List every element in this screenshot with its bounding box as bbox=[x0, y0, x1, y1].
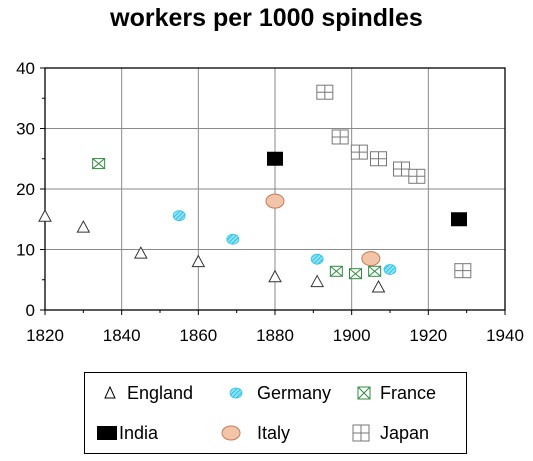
data-point-france bbox=[349, 268, 362, 280]
data-point-japan bbox=[454, 263, 472, 279]
series-italy bbox=[265, 193, 381, 267]
data-point-germany bbox=[172, 210, 186, 222]
x-tick-label: 1920 bbox=[409, 326, 447, 345]
data-point-france bbox=[368, 265, 382, 277]
data-point-england bbox=[76, 220, 91, 233]
legend: England Germany France India Italy Ja bbox=[84, 372, 467, 454]
series-japan bbox=[316, 84, 472, 279]
x-tick-label: 1840 bbox=[103, 326, 141, 345]
series-germany bbox=[172, 210, 397, 275]
x-tick-label: 1940 bbox=[486, 326, 524, 345]
legend-item-england: England bbox=[99, 380, 193, 406]
data-point-germany bbox=[383, 264, 397, 275]
legend-label-japan: Japan bbox=[380, 422, 430, 443]
legend-label-italy: Italy bbox=[257, 422, 291, 443]
x-tick-label: 1820 bbox=[26, 326, 64, 345]
legend-label-india: India bbox=[119, 422, 159, 443]
legend-label-england: England bbox=[127, 382, 194, 403]
data-point-france bbox=[92, 158, 106, 170]
data-point-germany bbox=[226, 233, 240, 245]
data-point-england bbox=[38, 209, 52, 222]
data-point-england bbox=[310, 274, 325, 288]
triangle-marker-icon bbox=[104, 385, 116, 399]
data-point-india bbox=[451, 212, 467, 227]
y-tick-label: 20 bbox=[16, 180, 35, 199]
series-india bbox=[267, 151, 467, 227]
x-tick-label: 1860 bbox=[179, 326, 217, 345]
legend-item-france: France bbox=[353, 380, 436, 406]
circle-marker-icon bbox=[221, 425, 241, 441]
series-france bbox=[92, 158, 382, 280]
grid-lines bbox=[45, 68, 505, 310]
data-markers bbox=[38, 84, 472, 293]
data-point-italy bbox=[361, 251, 381, 267]
y-tick-label: 10 bbox=[16, 241, 35, 260]
crossed-square-marker-icon bbox=[357, 386, 371, 400]
data-point-england bbox=[268, 269, 282, 283]
data-point-france bbox=[329, 265, 343, 277]
data-point-england bbox=[133, 246, 148, 259]
data-point-japan bbox=[370, 151, 387, 167]
data-point-england bbox=[191, 254, 206, 268]
legend-item-india: India bbox=[93, 420, 158, 446]
axis-ticks: 1820 1840 1860 1880 1900 1920 1940 0 10 20 30 40 bbox=[16, 59, 524, 345]
data-point-japan bbox=[408, 168, 426, 184]
data-point-india bbox=[267, 151, 283, 166]
legend-label-germany: Germany bbox=[257, 382, 332, 403]
data-point-japan bbox=[393, 161, 410, 177]
legend-item-italy: Italy bbox=[219, 420, 290, 446]
filled-square-marker-icon bbox=[97, 426, 117, 440]
y-tick-label: 0 bbox=[26, 301, 35, 320]
data-point-japan bbox=[316, 84, 334, 100]
data-point-italy bbox=[265, 193, 285, 209]
y-tick-label: 30 bbox=[16, 120, 35, 139]
series-england bbox=[38, 209, 386, 293]
legend-label-france: France bbox=[380, 382, 437, 403]
gridded-square-marker-icon bbox=[352, 424, 370, 442]
data-point-england bbox=[371, 279, 386, 293]
legend-item-germany: Germany bbox=[225, 380, 331, 406]
legend-item-japan: Japan bbox=[350, 420, 429, 446]
data-point-japan bbox=[331, 129, 349, 145]
data-point-germany bbox=[310, 253, 324, 265]
chart-title: workers per 1000 spindles bbox=[110, 4, 423, 32]
data-point-japan bbox=[350, 144, 368, 160]
hatched-circle-marker-icon bbox=[229, 387, 243, 399]
y-tick-label: 40 bbox=[16, 59, 35, 78]
x-tick-label: 1900 bbox=[333, 326, 371, 345]
x-tick-label: 1880 bbox=[256, 326, 294, 345]
